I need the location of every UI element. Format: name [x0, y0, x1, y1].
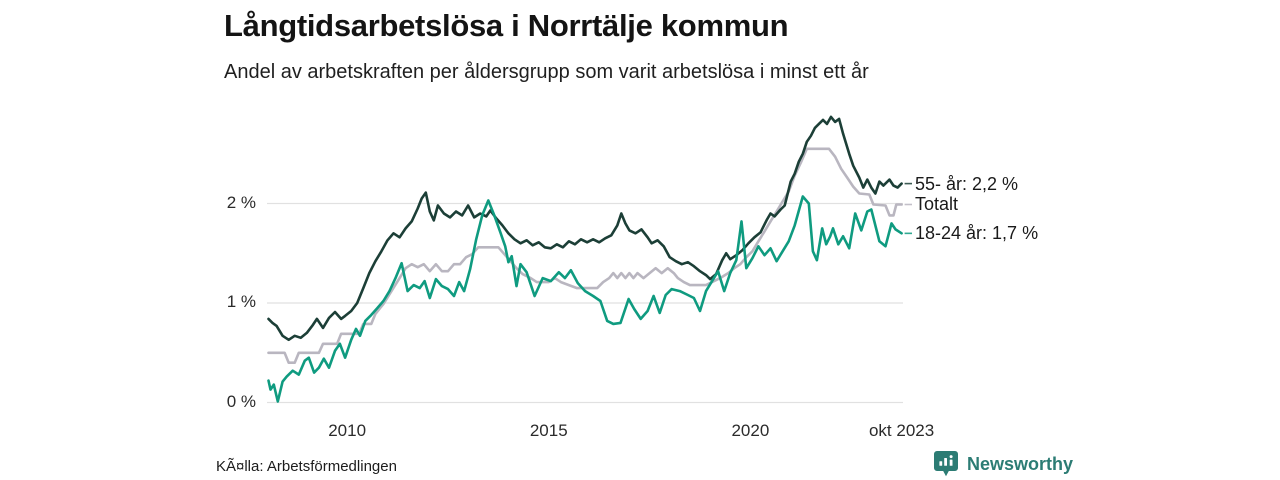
y-axis-tick-2: 2 % — [226, 193, 256, 212]
y-axis-tick-0: 0 % — [226, 392, 256, 411]
legend-label-totalt: Totalt — [915, 194, 959, 215]
y-axis-tick-1: 1 % — [226, 292, 256, 311]
x-axis-tick-2015: 2015 — [529, 421, 568, 440]
x-axis-tick-2020: 2020 — [731, 421, 770, 440]
legend-label-18-24-ar: 18-24 år: 1,7 % — [915, 223, 1039, 244]
source-note: KÃ¤lla: Arbetsförmedlingen — [216, 458, 397, 475]
page-subtitle: Andel av arbetskraften per åldersgrupp s… — [224, 61, 869, 83]
legend-label-55-ar: 55- år: 2,2 % — [915, 173, 1019, 194]
brand-logo: Newsworthy — [933, 450, 1073, 478]
brand-name: Newsworthy — [967, 454, 1074, 474]
x-axis-tick-2010: 2010 — [328, 421, 367, 440]
page-title: Långtidsarbetslösa i Norrtälje kommun — [224, 8, 789, 43]
newsworthy-icon — [933, 450, 959, 478]
x-axis-tick-okt-2023: okt 2023 — [868, 421, 935, 440]
